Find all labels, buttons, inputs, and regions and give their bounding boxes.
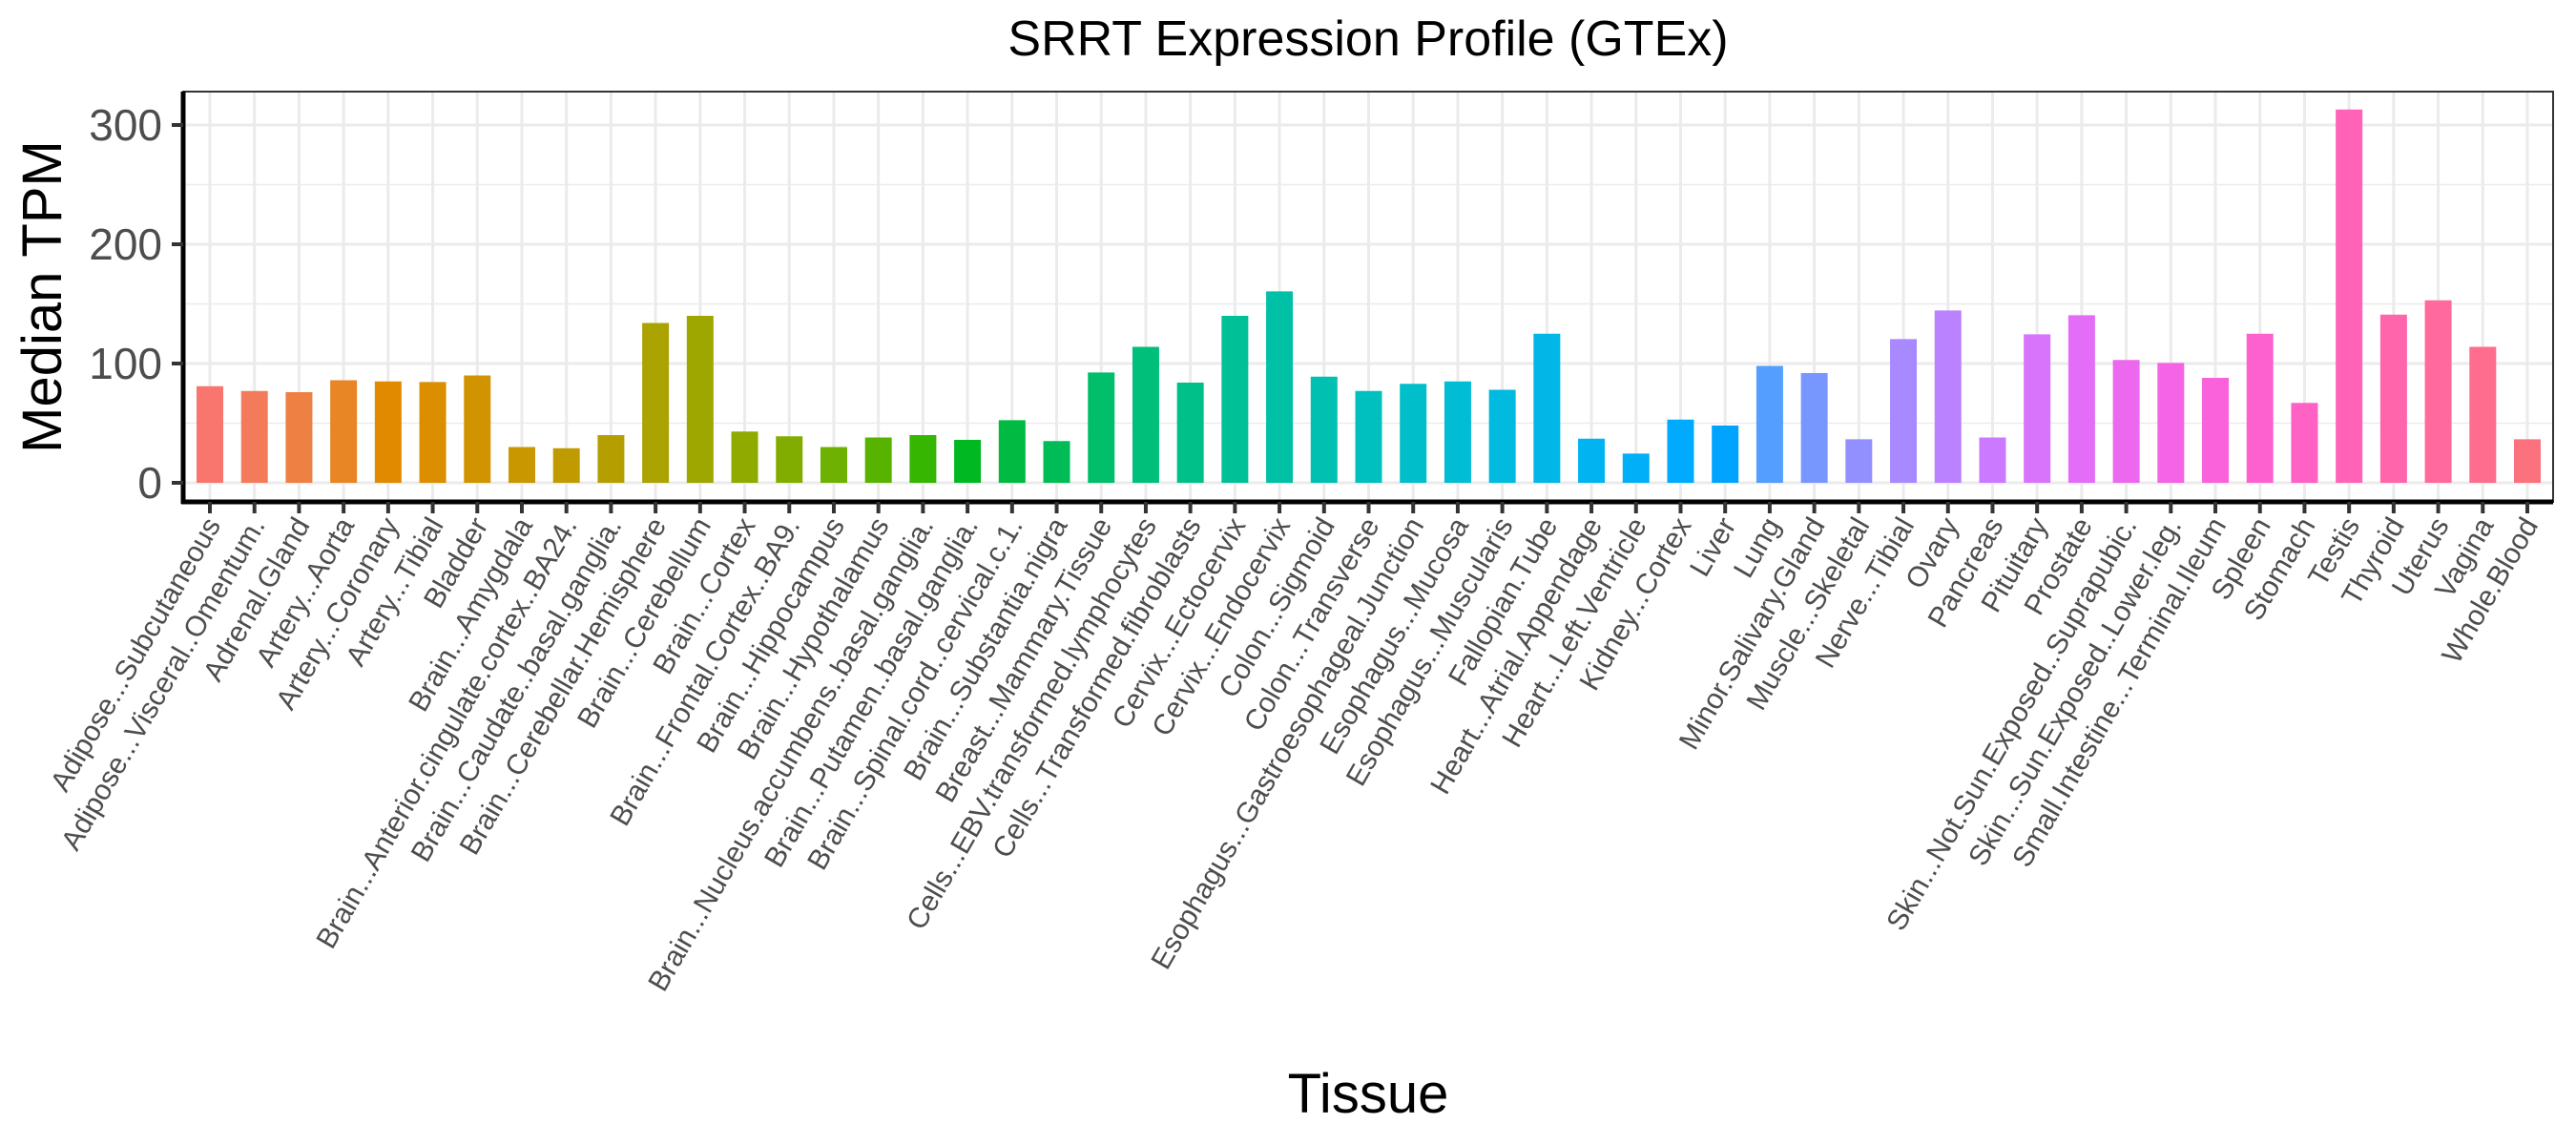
bar [240,390,268,483]
bar [1355,390,1382,483]
bar [2424,300,2452,483]
bar [1444,381,1471,483]
bar [197,385,223,483]
chart-title: SRRT Expression Profile (GTEx) [1008,11,1728,67]
bar [508,447,535,483]
bar [1845,439,1873,483]
bar [1800,373,1828,483]
bar [1533,333,1561,483]
bar [820,447,847,483]
bar [1755,365,1783,483]
bar [686,316,714,483]
bar [2469,346,2497,483]
x-axis-title: Tissue [1288,1063,1449,1125]
bar [2514,439,2541,483]
bar [1667,419,1694,483]
bar [998,420,1026,483]
bar [776,436,803,483]
bar [1221,316,1249,483]
bar [731,431,758,483]
bar [2379,314,2407,483]
bar [1890,339,1918,483]
bar [909,435,937,483]
bar [2067,315,2095,483]
bar [1176,383,1204,483]
y-axis-title: Median TPM [11,140,73,453]
bar [1400,384,1427,483]
bar [2112,360,2140,483]
bar [1578,438,1606,483]
bar [1266,291,1294,483]
bar [330,380,358,483]
bar [2246,333,2274,483]
bar [285,392,313,483]
bar [419,382,447,483]
bar [2024,334,2051,483]
bar [1934,310,1962,483]
bar [2202,378,2230,483]
bar [1132,346,1159,483]
bar [464,375,491,483]
bar [597,435,625,483]
bar [1488,389,1516,483]
bar [2157,363,2185,483]
bar [2336,109,2363,483]
bars [197,109,2541,483]
bar [864,437,892,483]
bar [1088,372,1115,483]
bar [374,381,402,483]
bar [1979,437,2006,483]
bar [1043,441,1070,483]
y-tick-label: 100 [89,339,162,388]
bar [642,323,670,483]
y-tick-label: 0 [137,458,162,508]
bar [1712,426,1739,483]
y-axis-ticks: 0 100 200 300 [89,100,183,508]
bar [954,440,982,483]
bar [1310,376,1338,483]
y-tick-label: 300 [89,100,162,150]
bar [1622,453,1650,483]
y-tick-label: 200 [89,219,162,269]
bar [552,448,580,483]
bar [2291,403,2318,483]
